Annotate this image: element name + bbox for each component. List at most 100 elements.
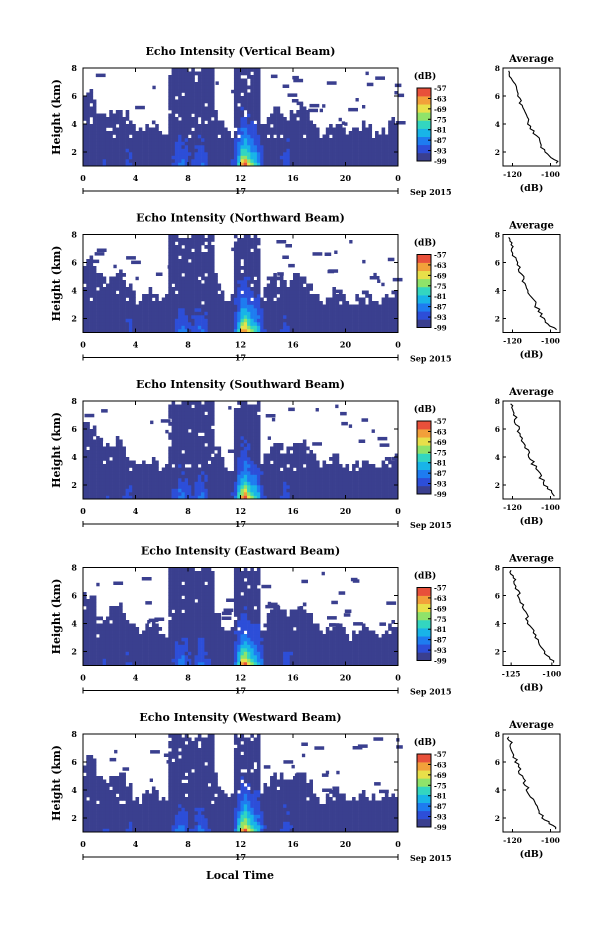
heatmap-cell [174, 481, 179, 486]
heatmap-cell [201, 446, 205, 451]
heatmap-cell [243, 287, 248, 291]
heatmap-cell [319, 488, 323, 493]
heatmap-cell [165, 329, 169, 333]
heatmap-cell [276, 117, 281, 121]
heatmap-cell [178, 248, 182, 253]
heatmap-cell [158, 481, 163, 486]
heatmap-cell [204, 439, 208, 444]
heatmap-cell [122, 308, 126, 312]
heatmap-cell [296, 450, 300, 454]
heatmap-cell [279, 159, 284, 163]
heatmap-cell [319, 329, 323, 333]
heatmap-cell [276, 134, 281, 139]
heatmap-cell [178, 155, 182, 160]
heatmap-cell [322, 322, 327, 326]
heatmap-cell [381, 308, 386, 312]
heatmap-cell [83, 134, 87, 139]
heatmap-cell [283, 290, 287, 295]
heatmap-cell [345, 311, 350, 316]
heatmap-cell [368, 322, 373, 326]
heatmap-cell [92, 429, 97, 433]
heatmap-cell [312, 162, 317, 167]
heatmap-cell [319, 162, 323, 167]
heatmap-cell [368, 471, 373, 475]
heatmap-cell [224, 315, 228, 319]
heatmap-cell [368, 127, 373, 132]
heatmap-cell [329, 301, 333, 305]
heatmap-cell [122, 457, 126, 461]
heatmap-cell [99, 325, 103, 330]
heatmap-cell [188, 110, 192, 114]
heatmap-cell [197, 113, 202, 118]
heatmap-cell [260, 308, 264, 312]
heatmap-cell [237, 269, 241, 274]
heatmap-cell [371, 141, 376, 146]
heatmap-cell [342, 481, 346, 486]
colorbar-swatch [417, 128, 431, 137]
heatmap-cell [138, 322, 143, 326]
heatmap-cell [270, 294, 274, 298]
heatmap-cell [204, 262, 208, 267]
colorbar-swatch [417, 303, 431, 312]
heatmap-cell [191, 471, 195, 475]
heatmap-cell [293, 325, 297, 330]
heatmap-cell [276, 492, 281, 496]
heatmap-cell [135, 152, 140, 156]
heatmap-cell [247, 297, 251, 302]
heatmap-cell [378, 315, 382, 319]
heatmap-cell [352, 481, 356, 486]
heatmap-cell [335, 141, 340, 146]
heatmap-cell [270, 322, 274, 326]
heatmap-cell [115, 450, 120, 454]
heatmap-cell [230, 485, 235, 489]
heatmap-cell [109, 297, 113, 302]
heatmap-cell [168, 134, 172, 139]
heatmap-cell [128, 471, 133, 475]
heatmap-cell [142, 492, 146, 496]
heatmap-cell [92, 138, 97, 142]
heatmap-cell [105, 485, 110, 489]
heatmap-cell [240, 117, 245, 121]
heatmap-cell [168, 457, 172, 461]
heatmap-cell [204, 159, 208, 163]
heatmap-cell [253, 75, 258, 79]
heatmap-cell [256, 75, 261, 79]
heatmap-cell [171, 71, 176, 76]
heatmap-cell [171, 450, 176, 454]
heatmap-cell [188, 245, 192, 249]
heatmap-cell [145, 329, 149, 333]
heatmap-cell [83, 644, 87, 649]
heatmap-cell [201, 478, 205, 482]
heatmap-cell [243, 255, 248, 260]
heatmap-cell [266, 322, 271, 326]
heatmap-cell [365, 294, 369, 298]
heatmap-cell [388, 460, 392, 465]
heatmap-cell [312, 145, 317, 149]
heatmap-cell [279, 322, 284, 326]
heatmap-cell [109, 294, 113, 298]
heatmap-cell [115, 152, 120, 156]
heatmap-cell [138, 481, 143, 486]
heatmap-cell [171, 124, 176, 128]
heatmap-cell [168, 311, 172, 316]
heatmap-cell [188, 411, 192, 416]
heatmap-cell [184, 301, 189, 305]
heatmap-cell [151, 294, 156, 298]
heatmap-cell [233, 155, 238, 160]
heatmap-cell [184, 96, 189, 100]
heatmap-cell [194, 71, 199, 76]
heatmap-cell [340, 411, 347, 416]
heatmap-cell [220, 294, 225, 298]
heatmap-cell [115, 297, 120, 302]
heatmap-cell [384, 297, 389, 302]
heatmap-cell [96, 437, 104, 442]
heatmap-cell [109, 471, 113, 475]
heatmap-cell [237, 474, 241, 479]
heatmap-cell [99, 311, 103, 316]
heatmap-cell [171, 322, 176, 326]
heatmap-cell [210, 422, 215, 426]
heatmap-cell [204, 162, 208, 167]
heatmap-cell [361, 141, 366, 146]
heatmap-cell [312, 460, 317, 465]
heatmap-cell [384, 322, 389, 326]
